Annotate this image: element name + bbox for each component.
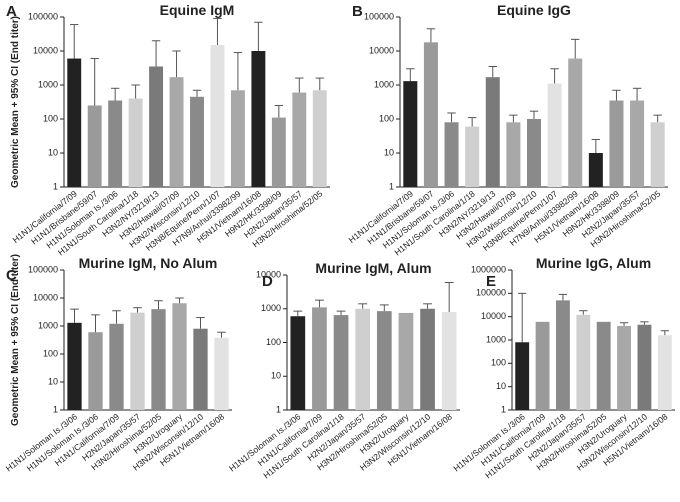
bar: [67, 322, 82, 410]
y-tick-label: 1000: [261, 303, 281, 313]
bar: [169, 77, 184, 187]
y-tick-label: 10000: [33, 292, 58, 302]
panel: B Equine IgG110100100010000100000H1N1/Cal…: [347, 2, 668, 257]
bar: [398, 312, 414, 410]
y-tick-label: 1000: [486, 334, 506, 344]
y-tick-label: 10: [48, 376, 58, 386]
bar: [465, 126, 480, 187]
bar: [609, 100, 624, 187]
bar: [251, 51, 266, 187]
chart-title: Equine IgM: [160, 2, 235, 18]
panel: A Equine IgM Geometric Mean + 95% CI (End …: [6, 2, 330, 257]
y-tick-label: 100000: [28, 11, 58, 21]
y-tick-label: 100: [43, 113, 58, 123]
bar: [130, 312, 145, 410]
y-axis-label: Geometric Mean + 95% CI (End titer): [10, 16, 21, 188]
bar: [444, 122, 459, 187]
panel: E Murine IgG, Alum 1 10 100 1000 10000 100000 10…: [451, 255, 675, 480]
bar: [149, 66, 164, 187]
bar: [230, 90, 245, 187]
bar: [214, 337, 229, 410]
bar: [190, 96, 204, 187]
y-tick-label: 10000: [481, 311, 506, 321]
y-tick-label: 1000000: [471, 264, 506, 274]
panel-letter: E: [486, 273, 496, 290]
bar: [535, 321, 550, 410]
bar: [630, 100, 645, 187]
y-tick-label: 10000: [369, 45, 394, 55]
bar: [172, 303, 187, 410]
chart-title: Murine IgM, No Alum: [79, 255, 218, 271]
bar: [526, 119, 542, 187]
y-tick-label: 1000: [38, 320, 58, 330]
bar: [290, 316, 306, 410]
panel-letter: A: [6, 3, 17, 20]
y-tick-label: 10: [496, 381, 506, 391]
chart-title: Equine IgG: [497, 2, 571, 18]
bar: [576, 314, 591, 410]
y-tick-label: 1: [53, 404, 58, 414]
y-tick-label: 10: [384, 147, 394, 157]
y-tick-label: 10: [48, 147, 58, 157]
y-tick-label: 10000: [256, 269, 281, 279]
panel-letter: C: [6, 267, 17, 284]
bar: [128, 98, 143, 187]
chart-title: Murine IgG, Alum: [536, 255, 651, 271]
bar: [637, 324, 652, 410]
y-tick-label: 1000: [374, 79, 394, 89]
y-tick-label: 100: [379, 113, 394, 123]
bar: [88, 332, 103, 410]
bar: [515, 342, 530, 410]
bar: [556, 300, 570, 410]
bar: [506, 122, 521, 187]
bar: [312, 90, 327, 187]
y-tick-label: 100: [491, 358, 506, 368]
bar: [547, 83, 562, 187]
bar: [312, 307, 327, 410]
bar: [193, 328, 208, 410]
panel: C Murine IgM, No Alum Geometric Mean + 95%…: [4, 254, 232, 473]
bar: [485, 77, 500, 187]
y-tick-label: 100: [266, 337, 281, 347]
bar: [210, 45, 225, 188]
bar: [333, 315, 349, 410]
panel-letter: B: [352, 3, 363, 20]
bar: [588, 153, 603, 187]
y-tick-label: 10000: [33, 45, 58, 55]
y-tick-label: 1: [276, 404, 281, 414]
bar: [108, 100, 123, 187]
bar: [67, 58, 82, 187]
bar: [657, 335, 672, 410]
chart-title: Murine IgM, Alum: [315, 260, 431, 276]
y-tick-label: 100000: [364, 11, 394, 21]
y-tick-label: 1: [53, 181, 58, 191]
y-tick-label: 100: [43, 348, 58, 358]
bar: [271, 117, 286, 187]
y-tick-label: 10: [271, 371, 281, 381]
bar: [376, 311, 392, 410]
bar: [423, 42, 438, 187]
bar: [617, 325, 631, 410]
bar: [420, 308, 435, 410]
panel-letter: D: [262, 273, 273, 290]
y-tick-label: 100000: [28, 264, 58, 274]
bar: [151, 309, 166, 410]
y-tick-label: 100000: [476, 288, 506, 298]
bar: [109, 323, 124, 410]
bar: [650, 122, 665, 187]
bar: [87, 105, 102, 187]
bar: [292, 92, 307, 187]
bar: [568, 58, 583, 187]
bar: [596, 321, 611, 410]
y-tick-label: 1000: [38, 79, 58, 89]
bar: [403, 81, 418, 187]
y-tick-label: 1: [389, 181, 394, 191]
bar: [355, 308, 371, 410]
y-tick-label: 1: [501, 404, 506, 414]
bar: [441, 312, 457, 410]
y-axis-label: Geometric Mean + 95% CI (End titer): [10, 254, 21, 426]
